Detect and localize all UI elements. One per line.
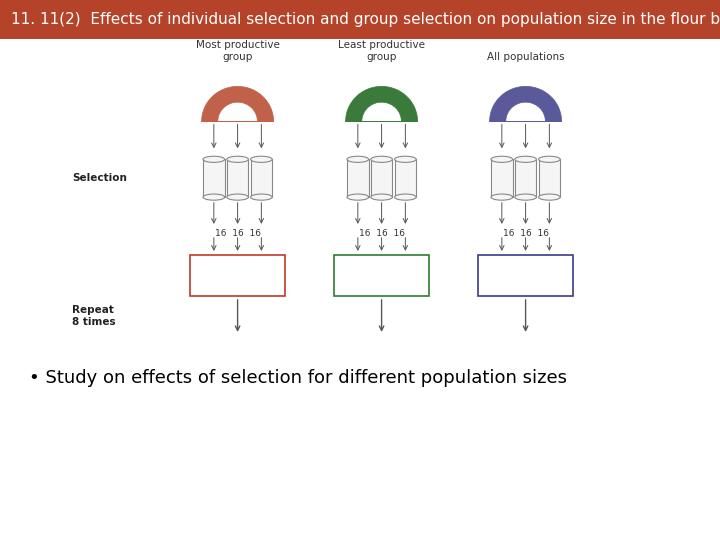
Ellipse shape xyxy=(539,194,560,200)
Bar xyxy=(371,159,392,197)
Bar xyxy=(515,159,536,197)
Ellipse shape xyxy=(491,156,513,163)
Text: Selection: Selection xyxy=(72,173,127,183)
Ellipse shape xyxy=(515,156,536,163)
Ellipse shape xyxy=(347,156,369,163)
Text: Most productive
group: Most productive group xyxy=(196,40,279,62)
Bar xyxy=(227,159,248,197)
Ellipse shape xyxy=(539,156,560,163)
Text: 16 Adults/pop.: 16 Adults/pop. xyxy=(348,279,415,287)
Bar xyxy=(491,159,513,197)
FancyBboxPatch shape xyxy=(334,255,429,296)
Bar xyxy=(347,159,369,197)
Text: 16  16  16: 16 16 16 xyxy=(359,230,405,239)
Ellipse shape xyxy=(203,194,225,200)
Text: 48 Populations: 48 Populations xyxy=(492,265,559,274)
Polygon shape xyxy=(202,86,274,122)
FancyBboxPatch shape xyxy=(478,255,573,296)
Bar xyxy=(395,159,416,197)
Text: All populations: All populations xyxy=(487,52,564,62)
Ellipse shape xyxy=(371,156,392,163)
Polygon shape xyxy=(346,86,418,122)
Bar xyxy=(251,159,272,197)
Text: 48 Populations: 48 Populations xyxy=(348,265,415,274)
Ellipse shape xyxy=(347,194,369,200)
FancyBboxPatch shape xyxy=(190,255,285,296)
Bar xyxy=(539,159,560,197)
Bar xyxy=(203,159,225,197)
Text: 16 Adults/pop.: 16 Adults/pop. xyxy=(492,279,559,287)
Ellipse shape xyxy=(203,156,225,163)
Ellipse shape xyxy=(491,194,513,200)
Text: 16  16  16: 16 16 16 xyxy=(215,230,261,239)
Ellipse shape xyxy=(251,194,272,200)
Ellipse shape xyxy=(395,194,416,200)
Ellipse shape xyxy=(371,194,392,200)
Text: Least productive
group: Least productive group xyxy=(338,40,425,62)
Ellipse shape xyxy=(515,194,536,200)
Ellipse shape xyxy=(227,194,248,200)
Ellipse shape xyxy=(251,156,272,163)
Text: Repeat
8 times: Repeat 8 times xyxy=(72,305,116,327)
Ellipse shape xyxy=(395,156,416,163)
Text: • Study on effects of selection for different population sizes: • Study on effects of selection for diff… xyxy=(29,369,567,387)
Text: 16  16  16: 16 16 16 xyxy=(503,230,549,239)
Ellipse shape xyxy=(227,156,248,163)
Text: 16 Adults/pop.: 16 Adults/pop. xyxy=(204,279,271,287)
Text: 11. 11(2)  Effects of individual selection and group selection on population siz: 11. 11(2) Effects of individual selectio… xyxy=(11,12,720,27)
Polygon shape xyxy=(490,86,562,122)
Text: 48 Populations: 48 Populations xyxy=(204,265,271,274)
FancyBboxPatch shape xyxy=(0,0,720,39)
